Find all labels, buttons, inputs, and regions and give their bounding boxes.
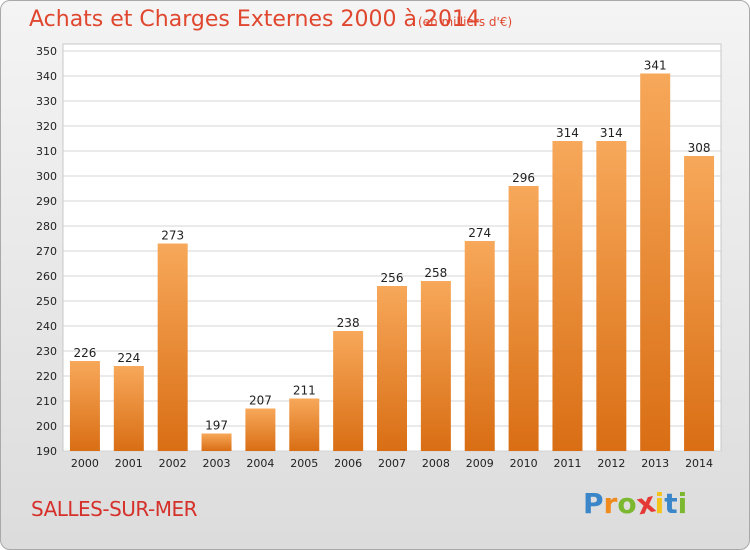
data-label: 197 [205,419,228,433]
y-tick-label: 300 [36,170,57,183]
data-label: 207 [249,394,272,408]
bar-2001 [113,366,144,451]
data-label: 308 [688,141,711,155]
x-tick-label: 2008 [422,457,450,470]
bar-2008 [420,281,451,451]
chart-title: Achats et Charges Externes 2000 à 2014 [29,7,480,32]
data-label: 256 [381,271,404,285]
y-tick-label: 320 [36,120,57,133]
bar-2014 [684,156,715,451]
x-tick-label: 2013 [641,457,669,470]
bar-2009 [464,241,495,451]
x-tick-label: 2006 [334,457,362,470]
y-tick-label: 290 [36,195,57,208]
y-tick-label: 230 [36,345,57,358]
data-label: 296 [512,171,535,185]
x-tick-label: 2014 [685,457,713,470]
data-label: 224 [117,351,140,365]
x-tick-label: 2003 [203,457,231,470]
logo-letter: r [603,487,618,520]
data-label: 274 [468,226,491,240]
bar-2012 [596,141,627,451]
data-label: 314 [556,126,579,140]
proxiti-logo[interactable]: Proxiti [583,485,688,521]
data-label: 226 [73,346,96,360]
y-axis-ticks: 190 200 210 220 230 240 250 260 270 280 290 300 310 3… [36,45,57,458]
y-tick-label: 190 [36,445,57,458]
y-tick-label: 260 [36,270,57,283]
y-tick-label: 340 [36,70,57,83]
data-label: 238 [337,316,360,330]
y-tick-label: 240 [36,320,57,333]
bars: 226 224 273 197 207 211 238 256 258 274 296 314 314 3… [69,59,715,451]
x-tick-label: 2012 [597,457,625,470]
x-tick-label: 2010 [510,457,538,470]
x-tick-label: 2007 [378,457,406,470]
bar-2002 [157,243,188,451]
y-tick-label: 270 [36,245,57,258]
x-tick-label: 2001 [115,457,143,470]
y-tick-label: 220 [36,370,57,383]
data-label: 314 [600,126,623,140]
logo-letter: i [654,487,665,520]
logo-letter: o [617,487,637,520]
y-tick-label: 200 [36,420,57,433]
y-tick-label: 310 [36,145,57,158]
y-tick-label: 250 [36,295,57,308]
x-axis-ticks: 2000 2001 2002 2003 2004 2005 2006 2007 2008 2009… [71,457,713,470]
y-tick-label: 280 [36,220,57,233]
bar-2007 [377,286,407,451]
y-tick-label: 350 [36,45,57,58]
data-label: 258 [424,266,447,280]
bar-2010 [508,186,539,451]
x-tick-label: 2000 [71,457,99,470]
chart-unit: (en milliers d'€) [418,15,513,29]
bar-2003 [201,433,232,451]
x-tick-label: 2002 [159,457,187,470]
x-tick-label: 2005 [290,457,318,470]
logo-letter: P [583,487,604,520]
place-name: SALLES-SUR-MER [31,497,198,521]
data-label: 211 [293,384,316,398]
y-tick-label: 330 [36,95,57,108]
x-tick-label: 2009 [466,457,494,470]
bar-2000 [69,361,100,451]
x-tick-label: 2011 [553,457,581,470]
bar-2004 [245,408,276,451]
data-label: 341 [644,59,667,73]
bar-2013 [640,73,671,451]
bar-2006 [333,331,364,451]
y-tick-label: 210 [36,395,57,408]
data-label: 273 [161,229,184,243]
x-tick-label: 2004 [246,457,274,470]
bar-2011 [552,141,583,451]
logo-letter: t [664,487,678,520]
bar-2005 [289,398,320,451]
logo-letter: i [677,487,688,520]
